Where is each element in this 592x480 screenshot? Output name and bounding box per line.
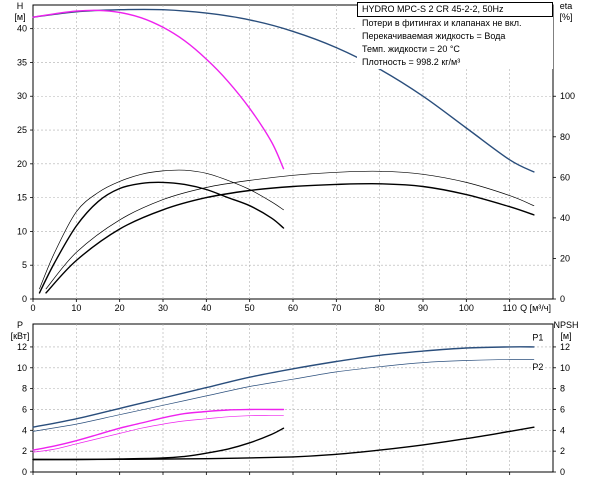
y-right-tick-label: 12 <box>560 342 570 352</box>
x-tick-label: 30 <box>158 303 168 313</box>
y-left-tick-label: 4 <box>22 425 27 435</box>
info-note: Потери в фитингах и клапанах не вкл. <box>362 18 522 28</box>
curve-power <box>32 359 535 432</box>
y-left-axis-title: H <box>17 1 24 11</box>
curve-label: P2 <box>532 362 543 372</box>
curve-efficiency <box>45 183 535 294</box>
y-left-tick-label: 30 <box>17 91 27 101</box>
y-right-axis-unit: [%] <box>559 12 572 22</box>
x-tick-label: 0 <box>30 303 35 313</box>
y-left-tick-label: 35 <box>17 57 27 67</box>
y-right-axis-title: eta <box>560 1 573 11</box>
y-left-tick-label: 5 <box>22 260 27 270</box>
y-left-tick-label: 40 <box>17 24 27 34</box>
y-left-axis-unit: [кВт] <box>11 331 30 341</box>
curve-power <box>32 415 284 453</box>
y-right-tick-label: 20 <box>560 253 570 263</box>
x-axis-title: Q [м³/ч] <box>520 303 551 313</box>
x-tick-label: 110 <box>502 303 516 313</box>
y-left-tick-label: 12 <box>17 342 27 352</box>
curve-label: P1 <box>532 333 543 343</box>
y-left-tick-label: 2 <box>22 446 27 456</box>
y-right-tick-label: 100 <box>560 91 575 101</box>
x-tick-label: 10 <box>71 303 81 313</box>
y-left-tick-label: 20 <box>17 159 27 169</box>
info-note: Темп. жидкости = 20 °C <box>362 44 460 54</box>
y-left-tick-label: 15 <box>17 193 27 203</box>
pump-model-label: HYDRO MPC-S 2 CR 45-2-2, 50Hz <box>357 2 553 17</box>
curve-efficiency <box>39 169 284 290</box>
y-right-tick-label: 2 <box>560 446 565 456</box>
y-left-tick-label: 0 <box>22 294 27 304</box>
y-right-tick-label: 6 <box>560 404 565 414</box>
curve-head <box>32 8 535 173</box>
y-right-axis-title: NPSH <box>553 320 578 330</box>
y-right-tick-label: 80 <box>560 132 570 142</box>
y-right-axis-unit: [м] <box>560 331 571 341</box>
curve-efficiency <box>45 170 535 290</box>
y-left-axis-title: P <box>17 320 23 330</box>
curve-npsh <box>32 426 535 461</box>
curve-power <box>32 408 285 451</box>
x-tick-label: 90 <box>418 303 428 313</box>
y-right-tick-label: 10 <box>560 363 570 373</box>
y-right-tick-label: 0 <box>560 294 565 304</box>
y-left-tick-label: 10 <box>17 226 27 236</box>
x-tick-label: 80 <box>375 303 385 313</box>
info-note: Плотность = 998.2 кг/м³ <box>362 57 461 67</box>
y-right-tick-label: 4 <box>560 425 565 435</box>
info-note: Перекачиваемая жидкость = Вода <box>362 31 506 41</box>
chart-info-box: HYDRO MPC-S 2 CR 45-2-2, 50Hz Потери в ф… <box>357 2 553 69</box>
y-right-tick-label: 60 <box>560 172 570 182</box>
y-right-tick-label: 8 <box>560 384 565 394</box>
y-right-tick-label: 40 <box>560 213 570 223</box>
y-right-tick-label: 0 <box>560 467 565 477</box>
curve-head <box>32 9 285 170</box>
curve-efficiency <box>38 181 285 294</box>
x-tick-label: 20 <box>115 303 125 313</box>
x-tick-label: 50 <box>245 303 255 313</box>
y-left-tick-label: 6 <box>22 404 27 414</box>
y-left-tick-label: 0 <box>22 467 27 477</box>
y-left-tick-label: 8 <box>22 384 27 394</box>
curve-power <box>32 346 535 428</box>
y-left-axis-unit: [м] <box>14 12 25 22</box>
x-tick-label: 40 <box>201 303 211 313</box>
x-tick-label: 60 <box>288 303 298 313</box>
x-tick-label: 100 <box>459 303 474 313</box>
y-left-tick-label: 25 <box>17 125 27 135</box>
x-tick-label: 70 <box>331 303 341 313</box>
y-left-tick-label: 10 <box>17 363 27 373</box>
